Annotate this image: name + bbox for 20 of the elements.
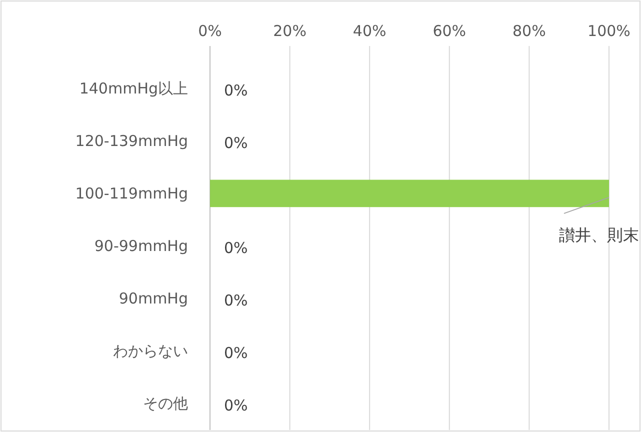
y-tick-label: 90-99mmHg bbox=[94, 237, 188, 255]
y-tick-label: 90mmHg bbox=[118, 290, 188, 308]
data-label: 0% bbox=[224, 239, 248, 257]
y-tick-label: 140mmHg以上 bbox=[79, 79, 188, 98]
x-tick-label: 0% bbox=[198, 22, 222, 40]
data-label: 0% bbox=[224, 292, 248, 310]
y-tick-label: わからない bbox=[113, 342, 188, 360]
x-tick-label: 40% bbox=[352, 22, 386, 40]
data-label: 0% bbox=[224, 134, 248, 152]
x-tick-label: 20% bbox=[273, 22, 306, 40]
data-label: 0% bbox=[224, 81, 248, 100]
data-label: 0% bbox=[224, 344, 248, 362]
y-tick-label: 120-139mmHg bbox=[75, 132, 188, 150]
data-label: 讃井、則末 bbox=[559, 225, 639, 244]
x-tick-label: 60% bbox=[432, 22, 466, 40]
x-tick-label: 80% bbox=[512, 22, 546, 40]
data-label: 0% bbox=[224, 396, 248, 415]
y-tick-label: 100-119mmHg bbox=[75, 184, 188, 202]
x-tick-label: 100% bbox=[588, 22, 630, 40]
y-tick-label: その他 bbox=[143, 394, 188, 413]
